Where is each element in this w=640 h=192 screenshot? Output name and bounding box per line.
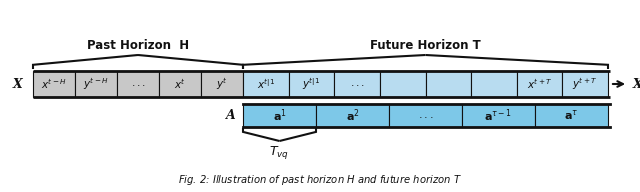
Bar <box>33 71 75 97</box>
Text: X: X <box>13 78 23 90</box>
Bar <box>243 71 289 97</box>
Text: $...$: $...$ <box>131 79 145 89</box>
Text: $...$: $...$ <box>349 79 365 89</box>
Bar <box>563 71 608 97</box>
Bar <box>316 104 389 127</box>
Bar <box>289 71 334 97</box>
Text: $T_{vq}$: $T_{vq}$ <box>269 144 289 161</box>
Text: $y^{t|1}$: $y^{t|1}$ <box>302 76 321 92</box>
Bar <box>426 71 471 97</box>
Text: $...$: $...$ <box>418 111 433 121</box>
Bar <box>243 104 316 127</box>
Bar <box>201 71 243 97</box>
Bar <box>516 71 563 97</box>
Text: $\mathbf{a}^{\tau-1}$: $\mathbf{a}^{\tau-1}$ <box>484 107 513 124</box>
Text: X: X <box>633 78 640 90</box>
Text: $y^t$: $y^t$ <box>216 76 228 92</box>
Text: $x^{t+T}$: $x^{t+T}$ <box>527 77 552 91</box>
Bar <box>334 71 380 97</box>
Bar <box>535 104 608 127</box>
Bar <box>117 71 159 97</box>
Text: $x^{t-H}$: $x^{t-H}$ <box>41 77 67 91</box>
Text: Fig. 2: Illustration of past horizon $H$ and future horizon $T$: Fig. 2: Illustration of past horizon $H$… <box>178 173 462 187</box>
Text: $x^{t|1}$: $x^{t|1}$ <box>257 77 275 91</box>
Bar <box>75 71 117 97</box>
Bar <box>389 104 462 127</box>
Text: $x^t$: $x^t$ <box>174 77 186 91</box>
Text: $y^{t+T}$: $y^{t+T}$ <box>572 76 598 92</box>
Text: A: A <box>226 109 236 122</box>
Bar <box>159 71 201 97</box>
Text: Future Horizon T: Future Horizon T <box>370 39 481 52</box>
Text: $\mathbf{a}^{\tau}$: $\mathbf{a}^{\tau}$ <box>564 108 579 122</box>
Text: $y^{t-H}$: $y^{t-H}$ <box>83 76 109 92</box>
Bar <box>462 104 535 127</box>
Text: $\mathbf{a}^1$: $\mathbf{a}^1$ <box>273 107 287 124</box>
Text: $\mathbf{a}^2$: $\mathbf{a}^2$ <box>346 107 360 124</box>
Text: Past Horizon  H: Past Horizon H <box>87 39 189 52</box>
Bar <box>471 71 516 97</box>
Bar <box>380 71 426 97</box>
